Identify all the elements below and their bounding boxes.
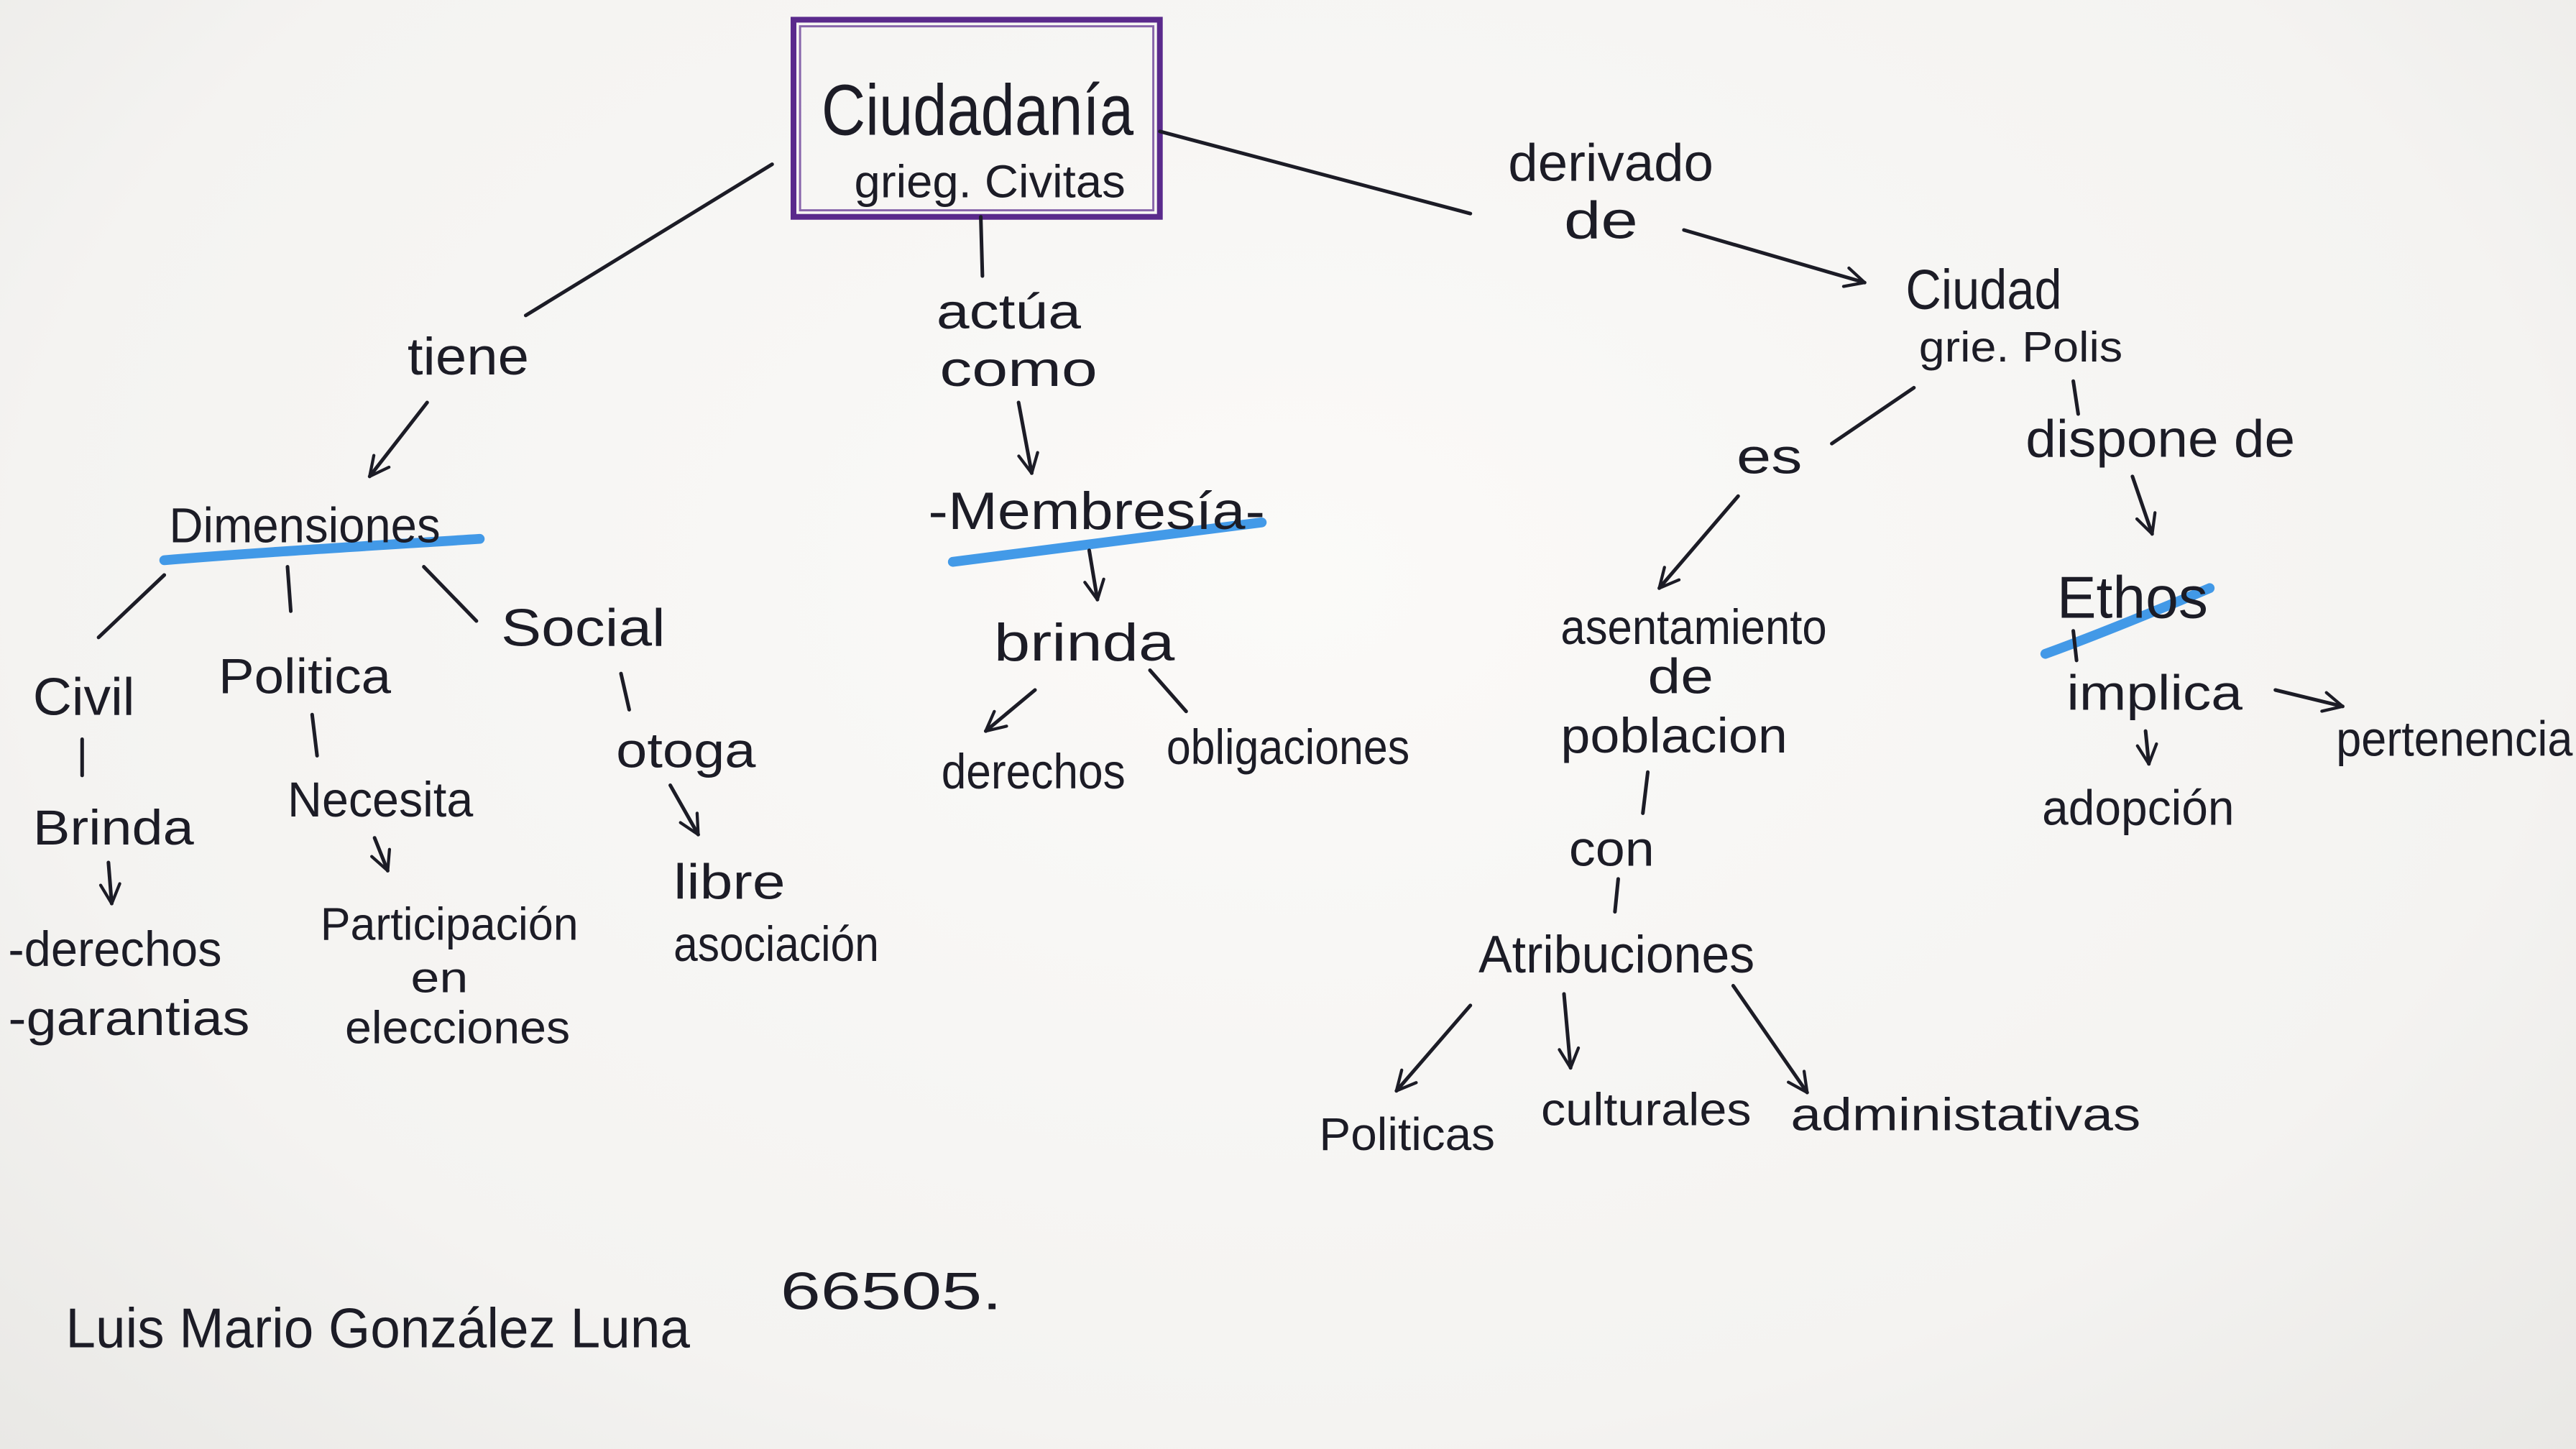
node-civil: Civil	[33, 668, 135, 726]
arrow-atribuciones-politicas	[1394, 1003, 1473, 1093]
link-como: como	[939, 341, 1097, 397]
root-etymology: grieg. Civitas	[855, 155, 1126, 207]
link-actua: actúa	[937, 284, 1082, 339]
item-derechos-civil: -derechos	[8, 921, 221, 977]
link-brinda-membresia: brinda	[994, 614, 1175, 672]
arrow-tiene-dimensiones	[367, 400, 429, 479]
arrow-brinda-derechos	[98, 860, 121, 906]
connector-root-actua	[979, 215, 985, 278]
link-implica: implica	[2066, 665, 2243, 720]
item-libre: libre	[673, 854, 785, 909]
link-con: con	[1569, 822, 1655, 877]
item-obligaciones: obligaciones	[1167, 719, 1409, 775]
root-title: Ciudadanía	[822, 70, 1133, 150]
connector-dimensiones-social	[422, 565, 479, 623]
node-dimensiones: Dimensiones	[169, 497, 440, 553]
node-politica: Politica	[218, 649, 392, 704]
link-otoga: otoga	[616, 722, 756, 778]
node-membresia: -Membresía-	[928, 482, 1265, 540]
arrow-dispone-ethos	[2130, 474, 2157, 536]
arrow-como-membresia	[1016, 400, 1039, 475]
ciudad-etymology: grie. Polis	[1919, 323, 2122, 371]
arrow-implica-pertenencia	[2273, 688, 2345, 713]
highlight-dimensiones	[159, 533, 485, 566]
link-es: es	[1736, 428, 1802, 484]
highlight-membresia	[947, 517, 1267, 567]
root-frame	[791, 17, 1163, 220]
node-ciudad: Ciudad	[1905, 259, 2061, 321]
connector-ciudad-dispone	[2071, 379, 2080, 416]
item-participacion: Participación	[321, 898, 579, 949]
item-administativas: administativas	[1790, 1089, 2140, 1141]
item-culturales: culturales	[1541, 1084, 1752, 1136]
link-brinda-civil: Brinda	[33, 800, 195, 855]
connector-brinda-obligaciones	[1148, 668, 1188, 714]
node-poblacion: poblacion	[1560, 708, 1787, 763]
connector-dimensiones-politica	[285, 565, 293, 613]
connector-politica-necesita	[310, 712, 319, 758]
item-garantias: -garantias	[8, 990, 249, 1046]
link-dispone-de: dispone de	[2025, 410, 2295, 468]
item-derechos-center: derechos	[942, 744, 1126, 799]
connector-poblacion-con	[1641, 770, 1650, 815]
item-pertenencia: pertenencia	[2336, 711, 2573, 766]
connector-ethos-implica	[2071, 629, 2079, 663]
node-social: Social	[501, 599, 666, 657]
item-politicas: Politicas	[1319, 1108, 1495, 1160]
connector-con-atribuciones	[1613, 877, 1620, 914]
node-ethos: Ethos	[2057, 565, 2208, 630]
arrow-atribuciones-administativas	[1731, 983, 1809, 1095]
author-id: 66505.	[781, 1263, 1003, 1321]
node-atribuciones: Atribuciones	[1478, 926, 1754, 984]
author-name: Luis Mario González Luna	[65, 1297, 690, 1359]
item-adopcion: adopción	[2042, 780, 2234, 835]
link-tiene: tiene	[408, 328, 529, 386]
connector-root-derivado	[1158, 129, 1473, 216]
node-de: de	[1648, 649, 1714, 704]
arrow-implica-adopcion	[2135, 729, 2158, 766]
connector-root-tiene	[523, 162, 774, 318]
arrow-membresia-brinda	[1083, 548, 1105, 602]
connector-social-otoga	[619, 671, 631, 712]
connector-dimensiones-civil	[96, 573, 167, 640]
arrow-necesita-participacion	[370, 836, 392, 873]
highlight-ethos	[2040, 583, 2215, 659]
item-asociacion: asociación	[673, 916, 879, 972]
arrow-de-ciudad	[1682, 228, 1867, 288]
item-elecciones: elecciones	[345, 1001, 570, 1053]
root-node: Ciudadanía grieg. Civitas	[791, 17, 1163, 220]
arrow-es-asentamiento	[1657, 494, 1740, 590]
node-asentamiento: asentamiento	[1560, 599, 1826, 655]
item-en: en	[410, 954, 468, 1002]
link-necesita: Necesita	[288, 772, 474, 827]
connector-ciudad-es	[1830, 385, 1916, 446]
root-frame-inner	[799, 25, 1155, 212]
arrow-brinda-derechos-center	[983, 688, 1037, 733]
arrow-atribuciones-culturales	[1558, 992, 1581, 1070]
link-derivado: derivado	[1508, 134, 1714, 192]
link-de: de	[1564, 191, 1638, 249]
arrow-otoga-libre	[668, 783, 700, 837]
